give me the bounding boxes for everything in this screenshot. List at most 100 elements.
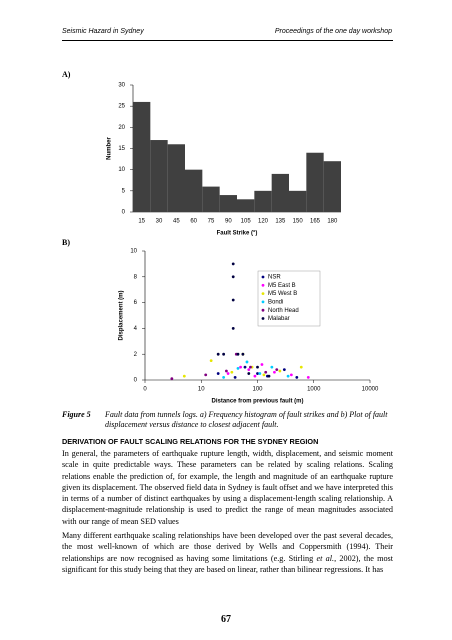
y-tick-label: 15 — [118, 146, 125, 152]
bar — [237, 199, 255, 212]
x-tick-label: 45 — [173, 219, 180, 225]
x-tick-label: 30 — [156, 219, 163, 225]
legend-label: Malabar — [268, 316, 290, 322]
point — [253, 374, 257, 378]
bar — [306, 152, 324, 212]
point — [222, 352, 226, 356]
point — [243, 365, 247, 369]
bar — [219, 195, 237, 212]
y-tick-label: 2 — [134, 352, 138, 358]
panel-label: A) — [62, 70, 71, 79]
legend-swatch — [261, 275, 265, 279]
caption-text: Fault data from tunnels logs. a) Frequen… — [105, 410, 388, 429]
point — [216, 372, 220, 375]
legend-swatch — [261, 317, 265, 320]
x-tick-label: 165 — [310, 219, 321, 225]
x-tick-label: 10000 — [362, 387, 379, 393]
point — [256, 372, 259, 375]
legend-swatch — [261, 283, 265, 287]
y-tick-label: 6 — [134, 300, 138, 306]
legend-label: NSR — [268, 275, 281, 281]
point — [247, 372, 251, 375]
y-tick-label: 10 — [130, 249, 137, 255]
point — [245, 360, 249, 364]
header-right: Proceedings of the one day workshop — [274, 28, 392, 35]
text: et al. — [316, 553, 335, 563]
point — [270, 365, 274, 369]
point — [231, 298, 235, 302]
point — [278, 369, 282, 373]
y-tick-label: 0 — [122, 210, 126, 216]
point — [289, 373, 293, 377]
text: Many different earthquake scaling relati… — [62, 531, 393, 563]
point — [204, 373, 208, 377]
y-tick-label: 10 — [118, 167, 125, 173]
point — [225, 369, 228, 373]
y-tick-label: 20 — [118, 125, 125, 131]
point — [231, 275, 235, 279]
point — [295, 376, 299, 379]
bar — [254, 190, 272, 212]
point — [236, 352, 240, 356]
point — [216, 352, 220, 356]
histogram: 0 5 10 15 20 25 30 Fault Strike (°) Number 15 30 45… — [107, 83, 341, 237]
text: , 2002), the most significant for this s… — [62, 553, 394, 574]
bar — [167, 144, 185, 212]
point — [222, 376, 226, 379]
x-tick-label: 90 — [225, 219, 232, 225]
section-heading: DERIVATION OF FAULT SCALING RELATIONS FO… — [62, 437, 319, 446]
x-tick-label: 75 — [208, 219, 215, 225]
point — [230, 370, 234, 374]
y-axis-title: Number — [107, 137, 113, 160]
bar — [202, 186, 220, 212]
point — [267, 374, 271, 378]
point — [258, 372, 262, 375]
point — [231, 327, 235, 330]
legend-swatch — [261, 300, 265, 304]
legend-label: North Head — [268, 308, 299, 314]
x-tick-label: 60 — [190, 219, 197, 225]
legend-label: Bondi — [268, 299, 283, 305]
panel-label: B) — [62, 238, 70, 247]
y-tick-label: 8 — [134, 274, 138, 280]
point — [282, 368, 286, 372]
bar — [133, 101, 151, 212]
bar — [150, 140, 168, 212]
point — [239, 365, 242, 369]
scatter-chart: 0 2 4 6 8 10 Distance from previous fault (m) D… — [119, 249, 379, 405]
paragraph: Many different earthquake scaling relati… — [62, 530, 393, 575]
x-tick-label: 150 — [293, 219, 304, 225]
page-number: 67 — [221, 614, 231, 625]
paragraph: In general, the parameters of earthquake… — [62, 449, 393, 526]
y-tick-label: 25 — [118, 104, 125, 110]
point — [273, 370, 276, 374]
bar — [185, 169, 203, 212]
point — [260, 363, 264, 366]
point — [247, 368, 251, 372]
y-tick-label: 5 — [122, 188, 126, 194]
point — [249, 365, 252, 369]
y-axis-title: Displacement (m) — [119, 290, 125, 340]
caption-label: Figure 5 — [62, 410, 91, 419]
point — [264, 370, 268, 374]
bar — [289, 190, 307, 212]
y-tick-label: 4 — [134, 326, 138, 332]
legend-label: M5 East B — [268, 283, 296, 289]
x-tick-label: 135 — [275, 219, 286, 225]
y-tick-label: 0 — [134, 378, 138, 384]
point — [182, 374, 186, 378]
point — [286, 374, 290, 378]
x-tick-label: 10 — [198, 387, 205, 393]
x-tick-label: 0 — [143, 387, 147, 393]
point — [236, 366, 240, 370]
x-tick-label: 100 — [252, 387, 263, 393]
point — [306, 376, 310, 379]
bar — [323, 161, 341, 212]
x-axis-title: Distance from previous fault (m) — [211, 399, 303, 405]
legend-swatch — [261, 292, 265, 295]
legend-box — [257, 270, 321, 327]
x-tick-label: 180 — [327, 219, 338, 225]
point — [209, 359, 213, 363]
x-axis-title: Fault Strike (°) — [217, 231, 258, 237]
